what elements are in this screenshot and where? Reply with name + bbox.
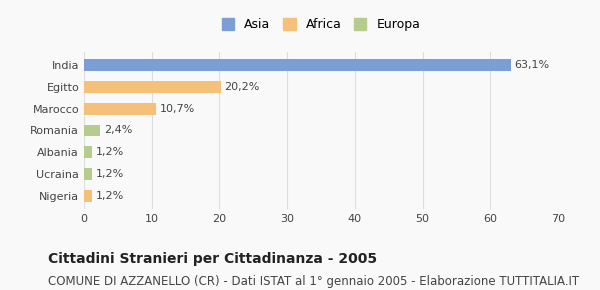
Text: 1,2%: 1,2% [95,191,124,201]
Text: Cittadini Stranieri per Cittadinanza - 2005: Cittadini Stranieri per Cittadinanza - 2… [48,252,377,266]
Text: 63,1%: 63,1% [515,60,550,70]
Text: 1,2%: 1,2% [95,169,124,179]
Bar [84,190,92,202]
Bar [84,59,511,71]
Text: 20,2%: 20,2% [224,82,260,92]
Bar [84,81,221,93]
Bar [84,146,92,158]
Legend: Asia, Africa, Europa: Asia, Africa, Europa [218,14,424,35]
Bar [84,124,100,137]
Bar [84,103,157,115]
Text: COMUNE DI AZZANELLO (CR) - Dati ISTAT al 1° gennaio 2005 - Elaborazione TUTTITAL: COMUNE DI AZZANELLO (CR) - Dati ISTAT al… [48,276,579,289]
Bar [84,168,92,180]
Text: 2,4%: 2,4% [104,126,132,135]
Text: 1,2%: 1,2% [95,147,124,157]
Text: 10,7%: 10,7% [160,104,195,114]
